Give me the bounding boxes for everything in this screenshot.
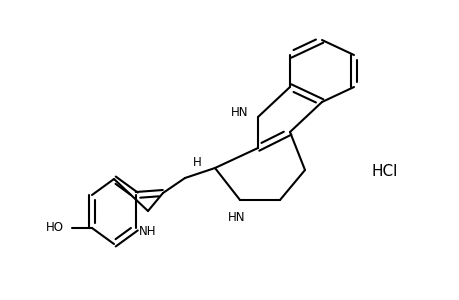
Text: HO: HO — [46, 221, 64, 235]
Text: H: H — [192, 155, 201, 169]
Text: HN: HN — [228, 212, 245, 224]
Text: HCl: HCl — [371, 164, 397, 179]
Text: NH: NH — [139, 226, 157, 238]
Text: HN: HN — [231, 106, 248, 119]
